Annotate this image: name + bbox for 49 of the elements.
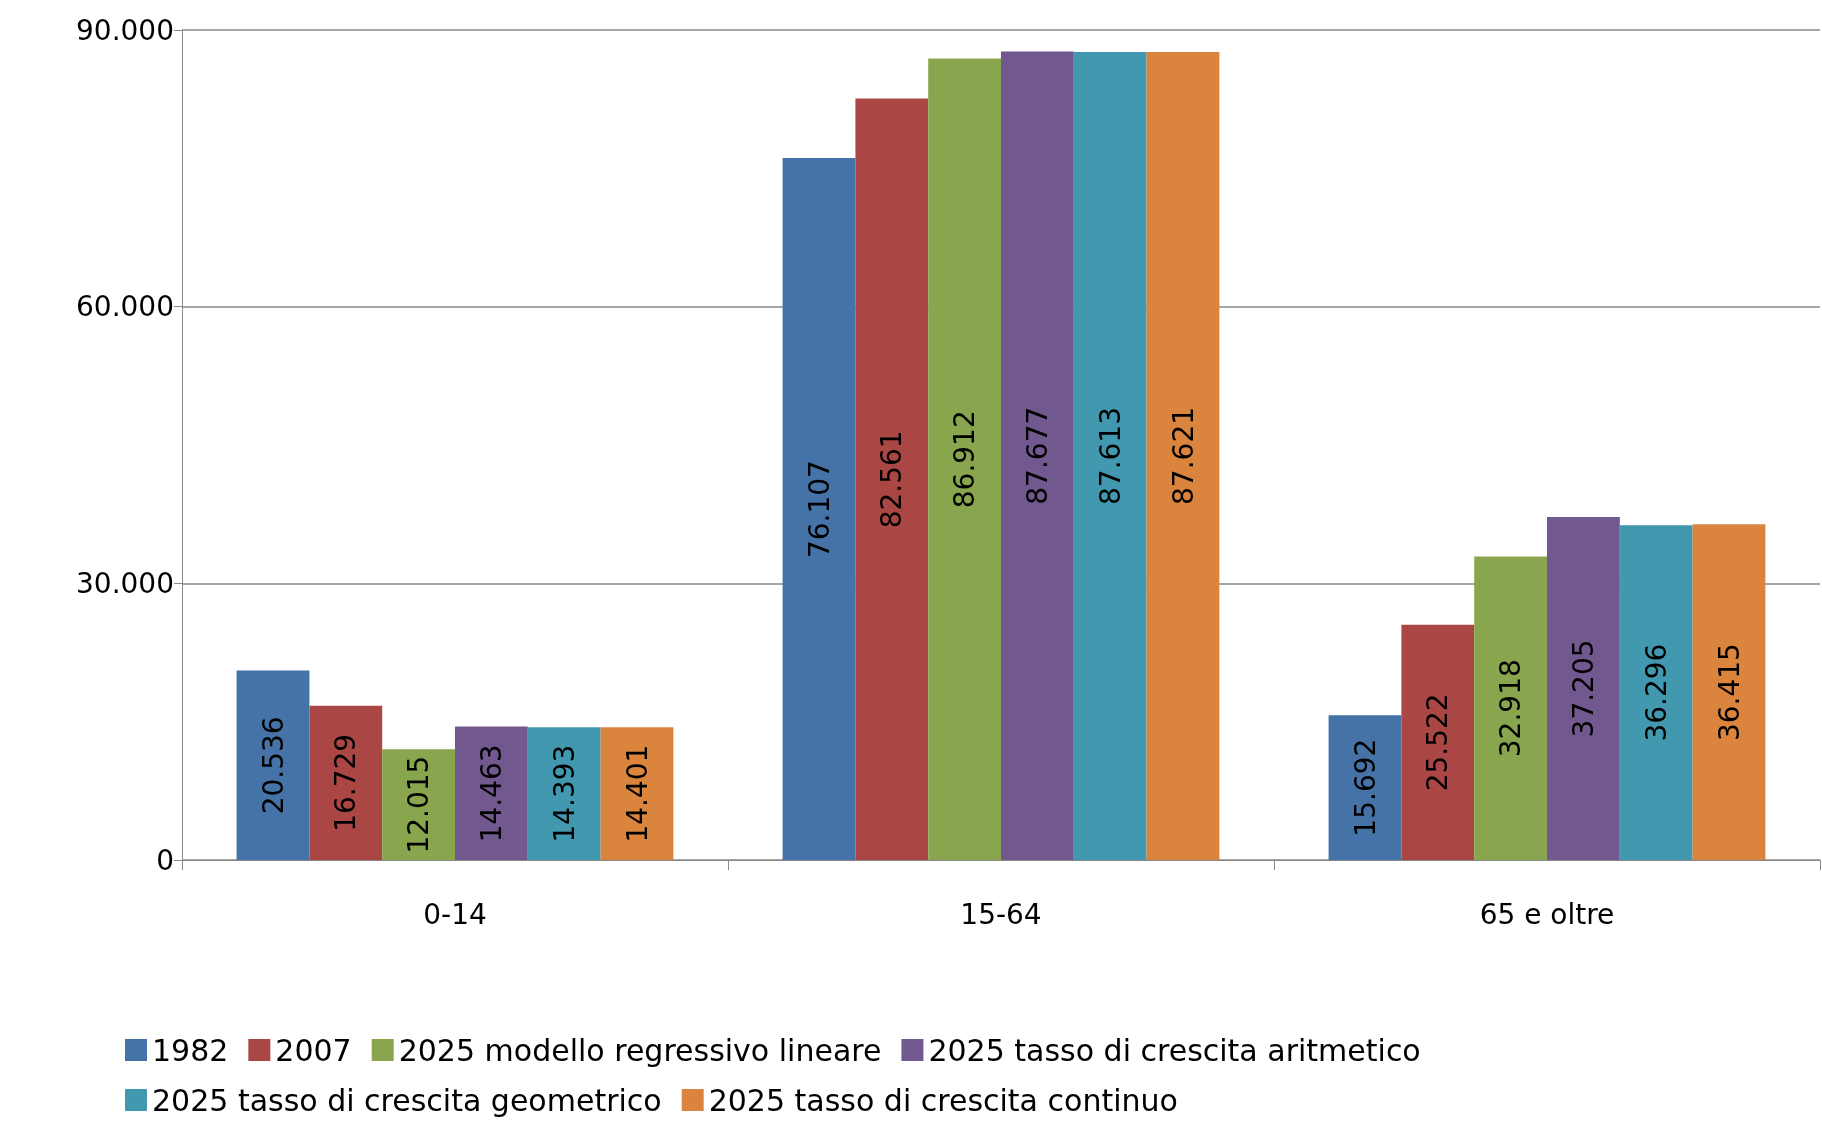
data-label: 15.692 bbox=[1348, 738, 1382, 837]
y-tick-label: 90.000 bbox=[76, 13, 174, 47]
data-label: 86.912 bbox=[948, 410, 982, 509]
bar bbox=[382, 749, 455, 860]
bar bbox=[1328, 715, 1402, 860]
data-label: 37.205 bbox=[1566, 639, 1600, 738]
bar bbox=[1401, 624, 1475, 860]
data-label: 14.393 bbox=[547, 744, 581, 843]
bar bbox=[455, 726, 528, 860]
bar bbox=[1001, 51, 1074, 860]
bar bbox=[309, 705, 383, 860]
x-tick-label: 65 e oltre bbox=[1479, 897, 1615, 931]
bar bbox=[928, 58, 1001, 860]
y-tick-label: 0 bbox=[156, 843, 174, 877]
data-label: 36.415 bbox=[1712, 643, 1746, 742]
legend-label: 2007 bbox=[275, 1032, 352, 1068]
y-tick-label: 30.000 bbox=[76, 566, 174, 600]
data-label: 87.621 bbox=[1166, 406, 1200, 505]
legend-label: 2025 tasso di crescita continuo bbox=[708, 1082, 1178, 1118]
bar bbox=[600, 727, 674, 860]
data-label: 82.561 bbox=[875, 430, 909, 529]
bar bbox=[1692, 524, 1766, 860]
bar bbox=[1073, 52, 1147, 860]
legend-label: 2025 tasso di crescita geometrico bbox=[152, 1082, 662, 1118]
bar bbox=[782, 158, 856, 860]
data-label: 87.677 bbox=[1020, 406, 1054, 505]
y-tick-label: 60.000 bbox=[76, 290, 174, 324]
x-tick-label: 0-14 bbox=[423, 897, 487, 931]
x-tick-label: 15-64 bbox=[960, 897, 1042, 931]
legend-label: 2025 modello regressivo lineare bbox=[398, 1032, 882, 1068]
bar bbox=[1547, 516, 1620, 860]
legend-label: 2025 tasso di crescita aritmetico bbox=[928, 1032, 1421, 1068]
data-label: 14.463 bbox=[474, 744, 508, 843]
data-label: 20.536 bbox=[256, 716, 290, 815]
data-label: 16.729 bbox=[329, 733, 363, 832]
data-label: 12.015 bbox=[402, 755, 436, 854]
data-label: 36.296 bbox=[1639, 643, 1673, 742]
bar bbox=[1474, 556, 1547, 860]
bar bbox=[1619, 525, 1693, 860]
bar bbox=[1146, 51, 1220, 860]
data-label: 14.401 bbox=[620, 744, 654, 843]
bar bbox=[527, 727, 601, 860]
data-label: 87.613 bbox=[1093, 407, 1127, 505]
bar bbox=[855, 98, 929, 860]
bar bbox=[236, 670, 310, 860]
data-label: 25.522 bbox=[1421, 693, 1455, 792]
data-label: 76.107 bbox=[802, 460, 836, 559]
data-label: 32.918 bbox=[1494, 659, 1528, 758]
legend-label: 1982 bbox=[152, 1032, 229, 1068]
